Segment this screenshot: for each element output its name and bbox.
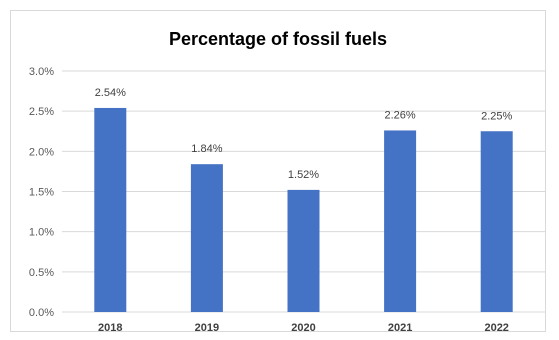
y-tick-label: 3.0% — [29, 66, 54, 78]
bar — [384, 130, 417, 312]
data-label: 1.52% — [288, 169, 319, 181]
y-tick-label: 0.5% — [29, 267, 54, 279]
chart-title: Percentage of fossil fuels — [168, 29, 388, 49]
y-tick-label: 2.0% — [29, 146, 54, 158]
x-tick-label: 2021 — [388, 322, 412, 334]
data-label: 2.54% — [95, 87, 126, 99]
x-tick-label: 2018 — [98, 322, 122, 334]
data-label: 2.26% — [384, 109, 415, 121]
bar — [94, 107, 127, 312]
x-tick-label: 2019 — [195, 322, 219, 334]
bar — [287, 189, 320, 312]
y-tick-label: 1.0% — [29, 227, 54, 239]
data-label: 2.25% — [481, 110, 512, 122]
data-label: 1.84% — [191, 143, 222, 155]
y-tick-label: 0.0% — [29, 307, 54, 319]
bar — [190, 164, 223, 312]
bar — [480, 131, 513, 312]
x-tick-label: 2022 — [484, 322, 508, 334]
y-tick-label: 1.5% — [29, 187, 54, 199]
y-tick-label: 2.5% — [29, 106, 54, 118]
x-tick-label: 2020 — [291, 322, 315, 334]
